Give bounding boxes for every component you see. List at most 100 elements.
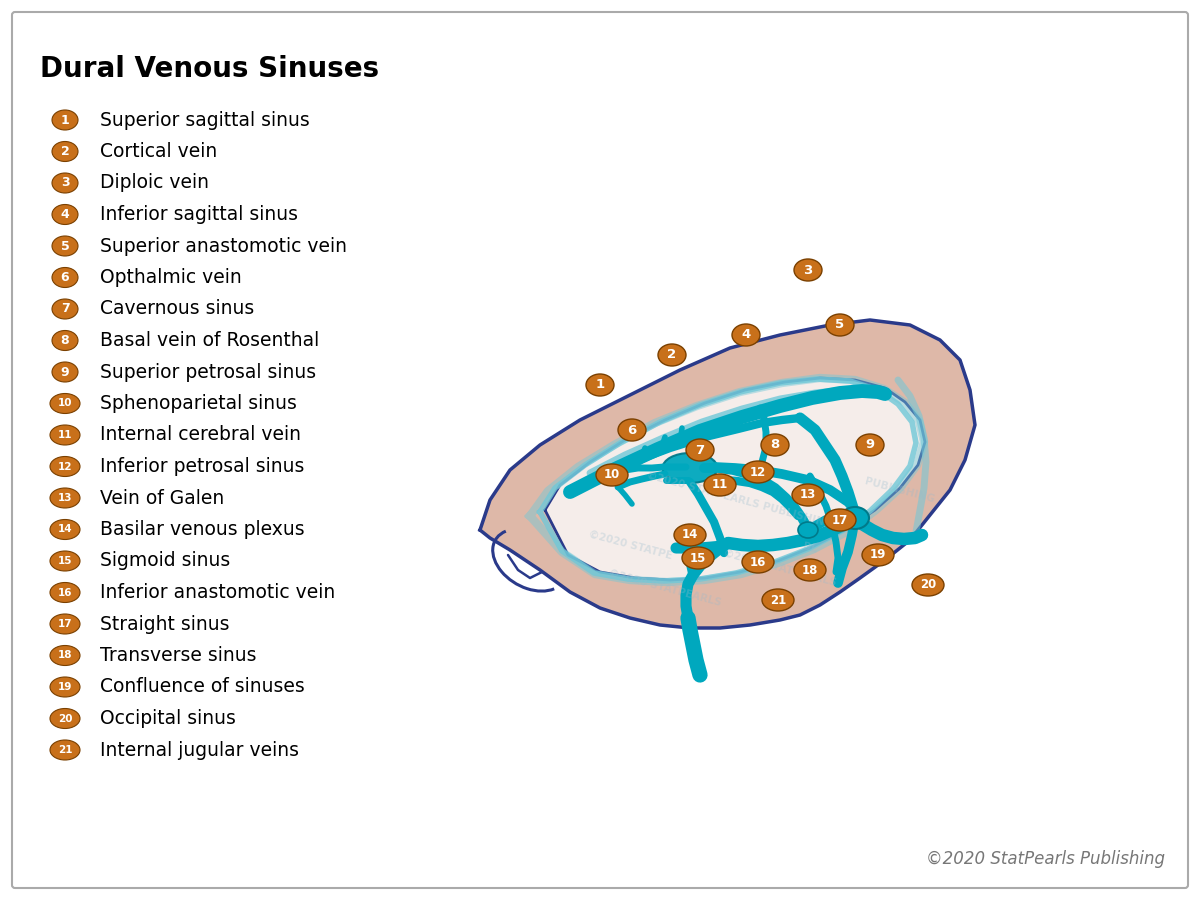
Text: Transverse sinus: Transverse sinus: [100, 646, 257, 665]
Ellipse shape: [50, 645, 80, 665]
Ellipse shape: [841, 507, 869, 529]
Text: 9: 9: [61, 365, 70, 379]
Text: 21: 21: [58, 745, 72, 755]
Ellipse shape: [762, 589, 794, 611]
Ellipse shape: [682, 547, 714, 569]
Text: BL: BL: [802, 541, 818, 554]
Text: Basal vein of Rosenthal: Basal vein of Rosenthal: [100, 331, 319, 350]
Text: 7: 7: [696, 444, 704, 456]
Text: 6: 6: [628, 424, 637, 436]
Text: Superior anastomotic vein: Superior anastomotic vein: [100, 237, 347, 256]
Text: 5: 5: [61, 239, 70, 253]
Text: Inferior sagittal sinus: Inferior sagittal sinus: [100, 205, 298, 224]
Text: 20: 20: [920, 579, 936, 591]
Ellipse shape: [792, 484, 824, 506]
Text: 14: 14: [682, 528, 698, 542]
Ellipse shape: [794, 259, 822, 281]
Text: Superior petrosal sinus: Superior petrosal sinus: [100, 363, 316, 382]
Ellipse shape: [52, 204, 78, 224]
Ellipse shape: [794, 559, 826, 581]
Text: ©2020 STATPEARLS: ©2020 STATPEARLS: [607, 568, 722, 608]
Ellipse shape: [618, 419, 646, 441]
Text: 1: 1: [61, 113, 70, 127]
Ellipse shape: [50, 677, 80, 697]
Ellipse shape: [50, 582, 80, 602]
Ellipse shape: [50, 456, 80, 476]
Text: Sigmoid sinus: Sigmoid sinus: [100, 552, 230, 571]
Text: 1: 1: [595, 379, 605, 392]
Text: 13: 13: [58, 493, 72, 503]
Ellipse shape: [52, 299, 78, 319]
Polygon shape: [480, 320, 974, 628]
Text: 7: 7: [61, 302, 70, 316]
Text: Internal jugular veins: Internal jugular veins: [100, 741, 299, 760]
Text: Opthalmic vein: Opthalmic vein: [100, 268, 241, 287]
Ellipse shape: [52, 236, 78, 256]
Ellipse shape: [732, 324, 760, 346]
Text: Confluence of sinuses: Confluence of sinuses: [100, 678, 305, 697]
Text: 21: 21: [770, 593, 786, 607]
Ellipse shape: [586, 374, 614, 396]
Text: 15: 15: [690, 552, 706, 564]
Text: 12: 12: [750, 465, 766, 479]
Ellipse shape: [50, 488, 80, 508]
Ellipse shape: [52, 330, 78, 350]
Text: 19: 19: [58, 682, 72, 692]
Text: ©2020 STATPEARLS: ©2020 STATPEARLS: [722, 548, 838, 588]
Text: 18: 18: [802, 563, 818, 577]
Text: 4: 4: [61, 208, 70, 221]
Text: 19: 19: [870, 548, 886, 562]
Text: Inferior anastomotic vein: Inferior anastomotic vein: [100, 583, 335, 602]
Ellipse shape: [912, 574, 944, 596]
Text: 8: 8: [61, 334, 70, 347]
Text: Inferior petrosal sinus: Inferior petrosal sinus: [100, 457, 305, 476]
Text: Occipital sinus: Occipital sinus: [100, 709, 236, 728]
Text: 20: 20: [58, 714, 72, 724]
Text: 9: 9: [865, 438, 875, 452]
Ellipse shape: [50, 425, 80, 445]
Text: Basilar venous plexus: Basilar venous plexus: [100, 520, 305, 539]
Text: 11: 11: [712, 479, 728, 491]
Text: 10: 10: [604, 469, 620, 482]
Ellipse shape: [704, 474, 736, 496]
Text: 8: 8: [770, 438, 780, 452]
Text: 16: 16: [750, 555, 766, 569]
Ellipse shape: [50, 614, 80, 634]
Text: 17: 17: [58, 619, 72, 629]
Text: Diploic vein: Diploic vein: [100, 174, 209, 193]
Text: 14: 14: [58, 525, 72, 535]
Ellipse shape: [50, 519, 80, 539]
Text: 10: 10: [58, 399, 72, 409]
Ellipse shape: [798, 522, 818, 538]
Text: 4: 4: [742, 328, 751, 341]
Text: 13: 13: [800, 489, 816, 501]
Text: 5: 5: [835, 319, 845, 331]
Text: Dural Venous Sinuses: Dural Venous Sinuses: [40, 55, 379, 83]
Text: 2: 2: [667, 348, 677, 362]
Ellipse shape: [50, 740, 80, 760]
Ellipse shape: [52, 362, 78, 382]
Ellipse shape: [824, 509, 856, 531]
Ellipse shape: [856, 434, 884, 456]
Ellipse shape: [52, 141, 78, 161]
Text: Cavernous sinus: Cavernous sinus: [100, 300, 254, 319]
Ellipse shape: [862, 544, 894, 566]
Ellipse shape: [686, 439, 714, 461]
Text: PUBLISHING: PUBLISHING: [864, 476, 936, 504]
Ellipse shape: [52, 173, 78, 193]
Text: ©2020 StatPearls Publishing: ©2020 StatPearls Publishing: [926, 850, 1165, 868]
Ellipse shape: [826, 314, 854, 336]
Text: Superior sagittal sinus: Superior sagittal sinus: [100, 111, 310, 130]
Ellipse shape: [50, 551, 80, 571]
Ellipse shape: [742, 551, 774, 573]
Ellipse shape: [674, 524, 706, 546]
Ellipse shape: [50, 708, 80, 728]
Ellipse shape: [662, 453, 718, 483]
Ellipse shape: [658, 344, 686, 366]
Text: ©2020 STATPEARLS PUBLISHING: ©2020 STATPEARLS PUBLISHING: [646, 471, 834, 530]
Text: 18: 18: [58, 651, 72, 661]
Text: 2: 2: [61, 145, 70, 158]
Ellipse shape: [52, 267, 78, 287]
Text: 17: 17: [832, 514, 848, 526]
Text: Sphenoparietal sinus: Sphenoparietal sinus: [100, 394, 296, 413]
